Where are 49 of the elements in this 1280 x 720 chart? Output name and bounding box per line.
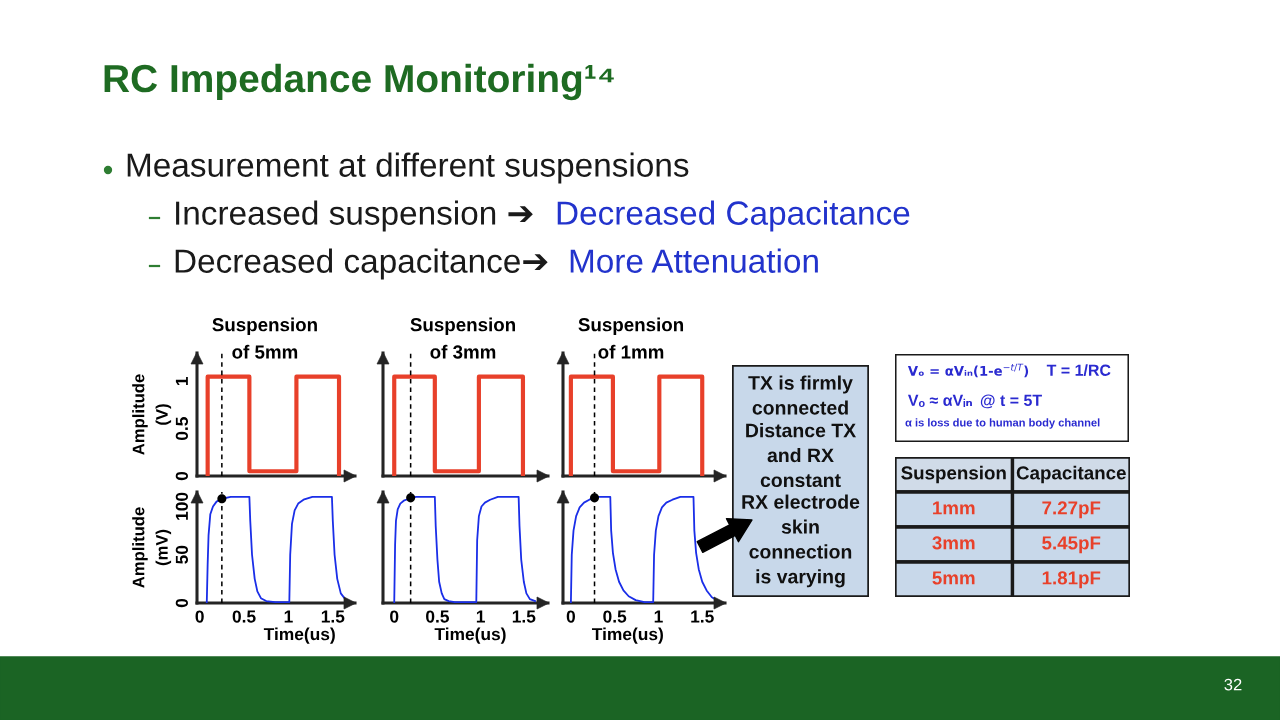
text: Increased suspension ➔	[176, 200, 533, 232]
y-tick-label: 0	[175, 598, 189, 608]
text: Measurement at different suspensions	[127, 152, 689, 184]
chart-title: Suspension of 3mm	[410, 317, 515, 359]
x-axis-title: Time(us)	[434, 627, 506, 644]
text: 5mm	[932, 571, 975, 585]
chart-title: Suspension of 1mm	[578, 317, 684, 359]
text: 3mm	[932, 536, 975, 550]
text: Suspension	[901, 465, 1006, 484]
x-tick-label: 0	[390, 610, 399, 623]
y-tick-label: 1	[175, 377, 188, 386]
text: TX is firmly connected	[748, 375, 853, 415]
y-axis-title: Amplitude (V)	[132, 374, 172, 455]
text: α is loss due to human body channel	[905, 418, 1100, 429]
text: 5.45pF	[1042, 536, 1101, 554]
text: Decreased Capacitance	[557, 200, 910, 232]
text: 1.81pF	[1042, 571, 1101, 589]
text: Decreased capacitance➔	[175, 248, 548, 280]
text: RX electrode skin connection is varying	[742, 494, 860, 588]
x-tick-label: 1.5	[512, 610, 536, 623]
x-tick-label: 1	[284, 610, 293, 623]
text: @ t = 5T	[980, 394, 1042, 409]
x-tick-label: 0.5	[426, 610, 450, 623]
text: 7.27pF	[1042, 501, 1101, 519]
x-tick-label: 1.5	[321, 610, 345, 623]
chart-title: Suspension of 5mm	[212, 317, 317, 359]
text: Distance TX and RX constant	[746, 423, 856, 488]
y-axis-title: Amplitude (mV)	[132, 507, 172, 588]
x-axis-title: Time(us)	[591, 627, 663, 644]
y-tick-label: 100	[175, 492, 189, 520]
x-tick-label: 0.5	[603, 610, 627, 623]
text: Vₒ = αVᵢₙ(1-e$^{−t/T}$)	[907, 363, 1029, 378]
text: RC Impedance Monitoring¹⁴	[104, 63, 614, 101]
x-tick-label: 1.5	[691, 610, 714, 623]
x-tick-label: 0.5	[232, 610, 256, 623]
y-tick-label: 50	[175, 545, 189, 564]
x-tick-label: 1	[654, 610, 663, 623]
x-tick-label: 1	[476, 610, 485, 623]
text: Capacitance	[1016, 465, 1126, 484]
text: 32	[1224, 678, 1242, 691]
text: Vₒ ≈ αVᵢₙ	[907, 394, 972, 408]
x-tick-label: 0	[195, 610, 204, 623]
text: More Attenuation	[570, 248, 818, 273]
x-axis-title: Time(us)	[263, 627, 335, 644]
y-tick-label: 0	[175, 471, 189, 481]
y-tick-label: 0.5	[175, 417, 189, 441]
text: 1mm	[933, 501, 975, 515]
text: T = 1/RC	[1046, 364, 1111, 377]
x-tick-label: 0	[566, 610, 575, 623]
